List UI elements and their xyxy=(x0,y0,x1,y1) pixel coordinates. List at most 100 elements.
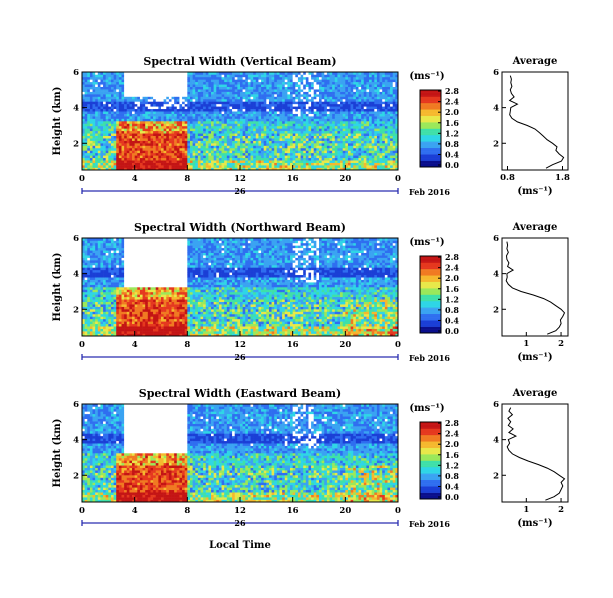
heatmap-cell xyxy=(387,116,391,119)
heatmap-cell xyxy=(89,94,93,97)
heatmap-cell xyxy=(150,98,154,102)
heatmap-cell xyxy=(211,130,214,134)
heatmap-cell xyxy=(132,167,135,171)
heatmap-cell xyxy=(92,165,96,168)
heatmap-cell xyxy=(139,162,143,166)
heatmap-cell xyxy=(366,74,370,78)
heatmap-cell xyxy=(161,94,164,97)
heatmap-cell xyxy=(382,145,386,149)
heatmap-cell xyxy=(142,116,146,119)
heatmap-cell xyxy=(326,86,330,90)
heatmap-cell xyxy=(387,145,391,149)
heatmap-cell xyxy=(121,86,125,90)
heatmap-cell xyxy=(145,111,149,114)
heatmap-cell xyxy=(268,135,272,139)
heatmap-cell xyxy=(226,86,230,90)
heatmap-cell xyxy=(266,143,270,146)
heatmap-cell xyxy=(319,111,322,114)
heatmap-cell xyxy=(261,116,264,119)
heatmap-cell xyxy=(234,123,238,127)
heatmap-cell xyxy=(384,96,388,100)
heatmap-cell xyxy=(195,121,199,124)
heatmap-cell xyxy=(347,147,351,151)
heatmap-cell xyxy=(313,133,317,136)
heatmap-cell xyxy=(387,125,391,129)
heatmap-cell xyxy=(184,147,188,151)
heatmap-cell xyxy=(358,116,362,119)
heatmap-cell xyxy=(218,86,222,90)
heatmap-cell xyxy=(371,143,375,146)
heatmap-cell xyxy=(266,140,270,144)
heatmap-cell xyxy=(353,130,357,134)
heatmap-cell xyxy=(390,101,394,105)
heatmap-cell xyxy=(271,145,275,149)
heatmap-cell xyxy=(168,167,172,171)
heatmap-cell xyxy=(337,101,341,105)
heatmap-cell xyxy=(218,143,222,146)
heatmap-cell xyxy=(203,165,207,168)
heatmap-cell xyxy=(182,116,185,119)
heatmap-cell xyxy=(179,128,183,132)
heatmap-cell xyxy=(303,160,307,163)
heatmap-cell xyxy=(311,128,315,132)
heatmap-cell xyxy=(334,94,338,97)
heatmap-cell xyxy=(216,121,220,124)
heatmap-cell xyxy=(300,79,304,83)
colorbar-tick-label: 2.0 xyxy=(445,107,459,117)
heatmap-cell xyxy=(82,138,85,141)
heatmap-cell xyxy=(326,167,330,171)
heatmap-cell xyxy=(282,155,286,159)
heatmap-cell xyxy=(163,116,167,119)
heatmap-cell xyxy=(132,86,135,90)
heatmap-cell xyxy=(208,143,212,146)
heatmap-cell xyxy=(176,152,180,156)
heatmap-cell xyxy=(297,133,301,136)
heatmap-cell xyxy=(221,106,225,110)
heatmap-cell xyxy=(363,86,367,90)
heatmap-cell xyxy=(179,121,183,124)
heatmap-cell xyxy=(182,72,185,75)
heatmap-cell xyxy=(329,98,333,102)
heatmap-cell xyxy=(347,79,351,83)
y-tick-label: 6 xyxy=(73,68,79,78)
heatmap-cell xyxy=(276,91,280,95)
heatmap-cell xyxy=(187,128,191,132)
heatmap-cell xyxy=(366,135,370,139)
heatmap-cell xyxy=(340,113,343,117)
heatmap-cell xyxy=(134,130,138,134)
heatmap-cell xyxy=(158,123,162,127)
heatmap-cell xyxy=(382,101,386,105)
heatmap-cell xyxy=(358,118,362,122)
heatmap-cell xyxy=(82,304,85,307)
heatmap-cell xyxy=(287,162,291,166)
heatmap-cell xyxy=(182,106,185,110)
heatmap-cell xyxy=(132,111,135,114)
heatmap-cell xyxy=(376,157,380,161)
heatmap-cell xyxy=(250,89,254,92)
heatmap-cell xyxy=(163,113,167,117)
heatmap-cell xyxy=(95,91,99,95)
heatmap-cell xyxy=(274,160,278,163)
heatmap-cell xyxy=(332,116,336,119)
heatmap-cell xyxy=(350,106,354,110)
heatmap-cell xyxy=(297,72,301,75)
heatmap-cell xyxy=(126,130,130,134)
heatmap-cell xyxy=(132,76,135,80)
heatmap-cell xyxy=(147,140,151,144)
heatmap-cell xyxy=(295,155,299,159)
heatmap-cell xyxy=(319,160,322,163)
heatmap-cell xyxy=(255,143,259,146)
heatmap-cell xyxy=(379,111,383,114)
heatmap-cell xyxy=(161,140,164,144)
heatmap-cell xyxy=(355,162,359,166)
heatmap-cell xyxy=(326,94,330,97)
heatmap-cell xyxy=(340,96,343,100)
heatmap-cell xyxy=(155,76,159,80)
heatmap-cell xyxy=(382,118,386,122)
heatmap-cell xyxy=(337,121,341,124)
heatmap-cell xyxy=(305,98,309,102)
heatmap-cell xyxy=(158,167,162,171)
heatmap-cell xyxy=(110,74,114,78)
heatmap-cell xyxy=(305,135,309,139)
heatmap-cell xyxy=(208,101,212,105)
